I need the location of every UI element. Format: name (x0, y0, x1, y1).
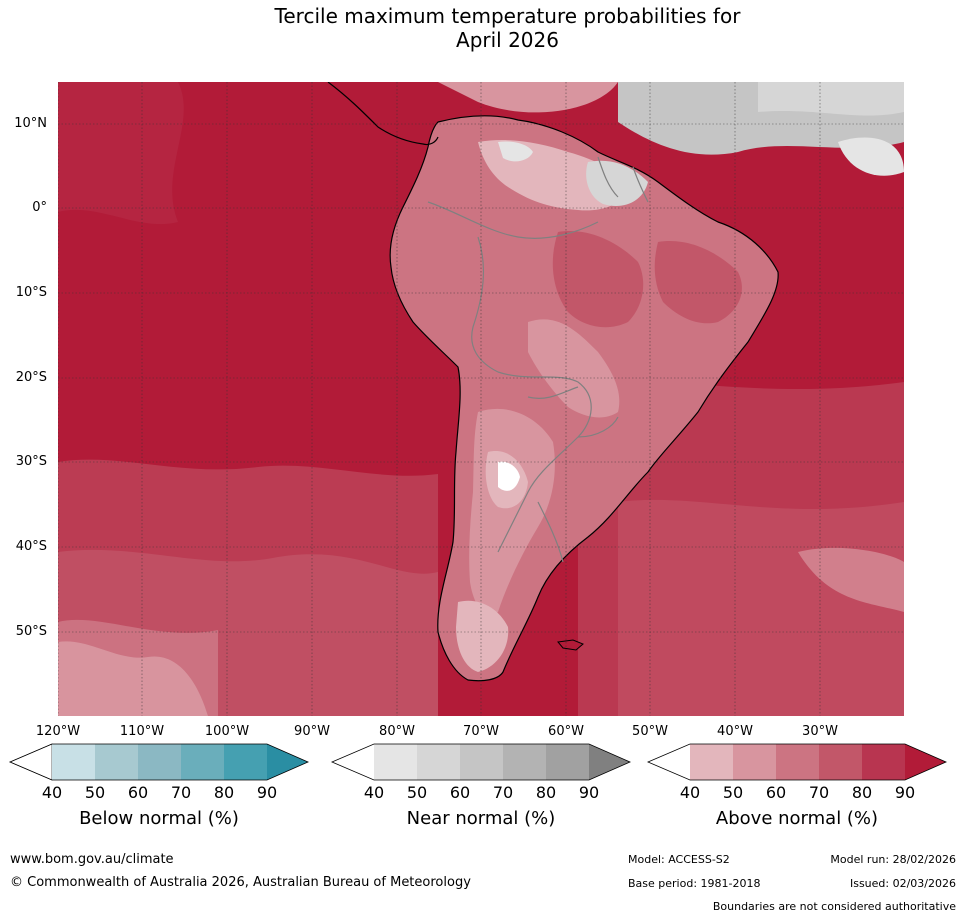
cb1-seg-4 (503, 744, 546, 780)
cb0-seg-0 (9, 743, 53, 781)
map-title: Tercile maximum temperature probabilitie… (0, 4, 965, 52)
cb2-tick-50: 50 (722, 783, 744, 802)
country-borders (427, 156, 649, 563)
cb1-tick-50: 50 (406, 783, 428, 802)
cb1-seg-3 (460, 744, 503, 780)
lon-label-120w: 120°W (35, 724, 81, 739)
lat-label-30s: 30°S (15, 454, 47, 469)
lon-label-50w: 50°W (632, 724, 668, 739)
cb0-seg-6 (267, 744, 308, 780)
lon-label-110w: 110°W (119, 724, 165, 739)
cb2-seg-0 (648, 744, 690, 780)
lat-label-10n: 10°N (14, 116, 47, 131)
colorbar-below-normal (8, 743, 309, 781)
cb0-seg-5 (224, 744, 267, 780)
lon-label-100w: 100°W (204, 724, 250, 739)
footer-model-run: Model run: 28/02/2026 (830, 853, 956, 866)
cb1-tick-80: 80 (535, 783, 557, 802)
lon-label-90w: 90°W (294, 724, 330, 739)
cb1-title: Near normal (%) (406, 808, 556, 829)
cb2-tick-80: 80 (851, 783, 873, 802)
footer-copyright: © Commonwealth of Australia 2026, Austra… (10, 875, 471, 890)
cb0-seg-2 (95, 744, 138, 780)
cb0-tick-90: 90 (256, 783, 278, 802)
cb1-seg-0 (332, 744, 374, 780)
lon-label-70w: 70°W (463, 724, 499, 739)
cb0-seg-1 (52, 744, 95, 780)
footer-model: Model: ACCESS-S2 (628, 853, 730, 866)
title-line-1: Tercile maximum temperature probabilitie… (274, 4, 741, 28)
colorbar-above-normal (646, 743, 947, 781)
cb2-seg-6 (905, 744, 946, 780)
graticule (58, 82, 904, 716)
lat-label-40s: 40°S (15, 539, 47, 554)
cb0-seg-4 (181, 744, 224, 780)
cb2-seg-2 (733, 744, 776, 780)
lat-label-20s: 20°S (15, 370, 47, 385)
forecast-map (58, 82, 904, 716)
cb0-title: Below normal (%) (79, 808, 239, 829)
coastline (389, 115, 779, 682)
cb1-seg-2 (417, 744, 460, 780)
cb1-tick-40: 40 (363, 783, 385, 802)
title-line-2: April 2026 (456, 28, 559, 52)
lat-label-50s: 50°S (15, 624, 47, 639)
cb1-tick-60: 60 (449, 783, 471, 802)
continent (390, 115, 779, 681)
central-america (327, 82, 439, 146)
cb0-tick-50: 50 (84, 783, 106, 802)
cb1-tick-90: 90 (578, 783, 600, 802)
ocean-patches (58, 82, 904, 716)
lon-label-40w: 40°W (717, 724, 753, 739)
lon-label-30w: 30°W (802, 724, 838, 739)
cb2-tick-70: 70 (808, 783, 830, 802)
cb2-seg-5 (862, 744, 905, 780)
map-svg (58, 82, 904, 716)
lat-label-10s: 10°S (15, 285, 47, 300)
cb2-seg-1 (690, 744, 733, 780)
footer-issued: Issued: 02/03/2026 (849, 877, 956, 890)
cb1-seg-6 (589, 744, 630, 780)
falklands (557, 639, 584, 651)
cb2-title: Above normal (%) (715, 808, 879, 829)
lat-label-0: 0° (32, 200, 47, 215)
cb1-tick-70: 70 (492, 783, 514, 802)
cb2-tick-90: 90 (894, 783, 916, 802)
footer-url[interactable]: www.bom.gov.au/climate (10, 852, 174, 867)
cb2-seg-3 (776, 744, 819, 780)
cb0-tick-40: 40 (41, 783, 63, 802)
cb2-tick-40: 40 (679, 783, 701, 802)
cb1-seg-5 (546, 744, 589, 780)
cb0-tick-70: 70 (170, 783, 192, 802)
cb1-seg-1 (374, 744, 417, 780)
cb0-seg-3 (138, 744, 181, 780)
cb0-tick-60: 60 (127, 783, 149, 802)
footer-disclaimer: Boundaries are not considered authoritat… (712, 900, 956, 913)
lon-label-60w: 60°W (548, 724, 584, 739)
footer-base-period: Base period: 1981-2018 (628, 877, 761, 890)
lon-label-80w: 80°W (379, 724, 415, 739)
cb0-tick-80: 80 (213, 783, 235, 802)
cb2-tick-60: 60 (765, 783, 787, 802)
colorbar-near-normal (330, 743, 631, 781)
cb2-seg-4 (819, 744, 862, 780)
